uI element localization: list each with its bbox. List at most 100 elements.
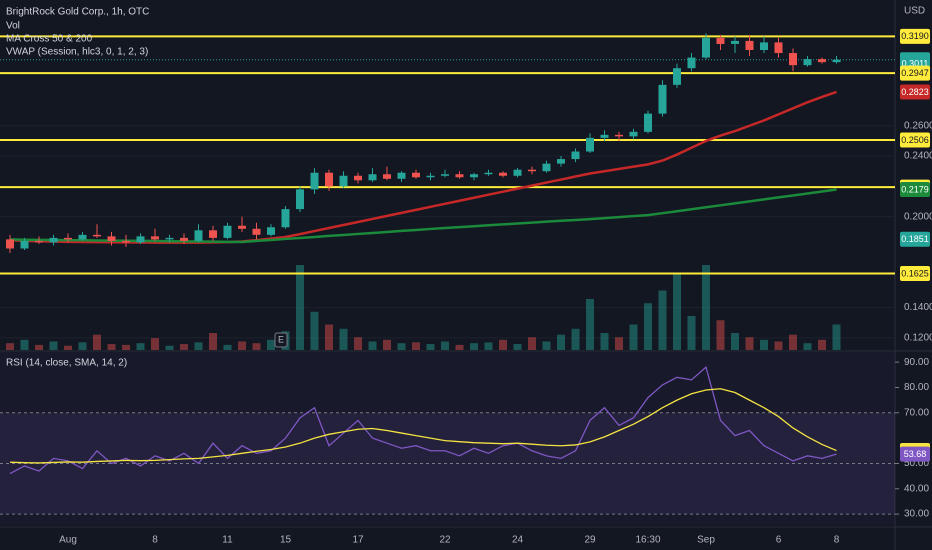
rsi-background (0, 352, 895, 525)
volume-bar (426, 344, 435, 350)
candle-body (499, 172, 507, 176)
candle-body (310, 172, 319, 190)
volume-bar (687, 316, 696, 350)
candle-body (223, 225, 232, 238)
x-tick-label: 15 (280, 535, 292, 546)
candle-body (702, 37, 710, 58)
volume-bar (470, 343, 478, 350)
candle-body (542, 163, 551, 172)
candle-body (78, 234, 87, 240)
volume-bar (644, 303, 652, 350)
volume-bar (789, 334, 797, 350)
x-tick-label: 24 (512, 535, 524, 546)
price-label: 53.68 (904, 449, 927, 459)
volume-bar (513, 344, 522, 350)
candle-body (731, 40, 739, 44)
price-label: 0.3011 (902, 58, 929, 68)
chart-title: BrightRock Gold Corp., 1h, OTC (6, 7, 149, 18)
volume-bar (136, 343, 145, 350)
volume-bar (484, 342, 493, 350)
x-tick-label: 22 (439, 535, 451, 546)
candle-body (383, 174, 391, 179)
price-label-box (900, 84, 930, 100)
price-label-box (900, 132, 930, 148)
x-tick-label: 11 (222, 535, 233, 546)
volume-bar (557, 334, 565, 350)
candle-body (368, 174, 377, 181)
volume-bar (368, 341, 377, 350)
volume-bar (20, 339, 29, 350)
candle-body (281, 209, 290, 228)
candle-body (832, 59, 841, 63)
price-label: 0.1625 (901, 268, 929, 278)
legend-entry: VWAP (Session, hlc3, 0, 1, 2, 3) (6, 47, 148, 58)
candle-body (238, 225, 246, 229)
candle-body (180, 237, 188, 241)
candle-body (194, 230, 203, 241)
y-tick-label: 0.2600 (904, 120, 932, 131)
volume-bar (310, 311, 319, 350)
candle-body (267, 227, 275, 235)
volume-bar (267, 339, 275, 350)
volume-bar (194, 342, 203, 350)
volume-bar (774, 341, 783, 350)
volume-bar (64, 345, 72, 350)
candle-body (426, 175, 435, 178)
volume-bar (35, 344, 43, 350)
price-label-box (900, 182, 930, 198)
volume-bar (731, 333, 739, 350)
candle-body (252, 228, 261, 235)
volume-bar (122, 344, 130, 350)
plot: 0.2600 0.2400 0.2000 0.1400 0.1200 90.00 80.00… (0, 28, 932, 546)
candle-body (296, 189, 304, 210)
event-marker[interactable] (274, 332, 288, 348)
volume-bar (615, 337, 623, 350)
x-tick-label: 6 (776, 535, 782, 546)
volume-bar (716, 320, 725, 350)
candle-body (93, 234, 101, 237)
volume-bar (745, 337, 754, 350)
candle-body (528, 169, 536, 172)
x-tick-label: 8 (834, 535, 840, 546)
price-label-box (900, 446, 930, 462)
candle-body (557, 159, 565, 164)
volume-bar (107, 344, 116, 350)
candle-body (470, 174, 478, 178)
volume-bar (673, 273, 681, 350)
candle-body (412, 172, 420, 178)
price-label: 0.2179 (901, 184, 929, 194)
volume-bar (818, 339, 826, 350)
volume-bar (542, 341, 551, 350)
volume-bar (151, 338, 159, 350)
candle-body (49, 237, 58, 243)
rsi-tick-label: 70.00 (904, 407, 929, 418)
y-tick-label: 0.2400 (904, 151, 932, 162)
candle-body (165, 237, 174, 240)
candle-body (774, 42, 783, 54)
volume-bar (455, 344, 464, 350)
x-tick-label: Aug (59, 535, 77, 546)
candle-body (615, 134, 623, 137)
candle-body (745, 40, 754, 50)
volume-bar (223, 344, 232, 350)
volume-bar (528, 337, 536, 350)
volume-bar (658, 290, 667, 350)
volume-bar (180, 344, 188, 350)
rsi-title: RSI (14, close, SMA, 14, 2) (6, 358, 127, 369)
moving-average (9, 90, 837, 244)
candle-body (455, 174, 464, 178)
price-label-box (900, 28, 930, 44)
rsi-tick-label: 30.00 (904, 509, 929, 520)
candle-body (818, 59, 826, 63)
volume-bar (629, 324, 638, 350)
candle-body (339, 175, 348, 187)
volume-bar (499, 339, 507, 350)
volume-bar (209, 333, 217, 350)
candle-body (760, 42, 768, 50)
event-label: E (278, 334, 284, 344)
candle-body (35, 240, 43, 243)
moving-average (9, 188, 837, 244)
